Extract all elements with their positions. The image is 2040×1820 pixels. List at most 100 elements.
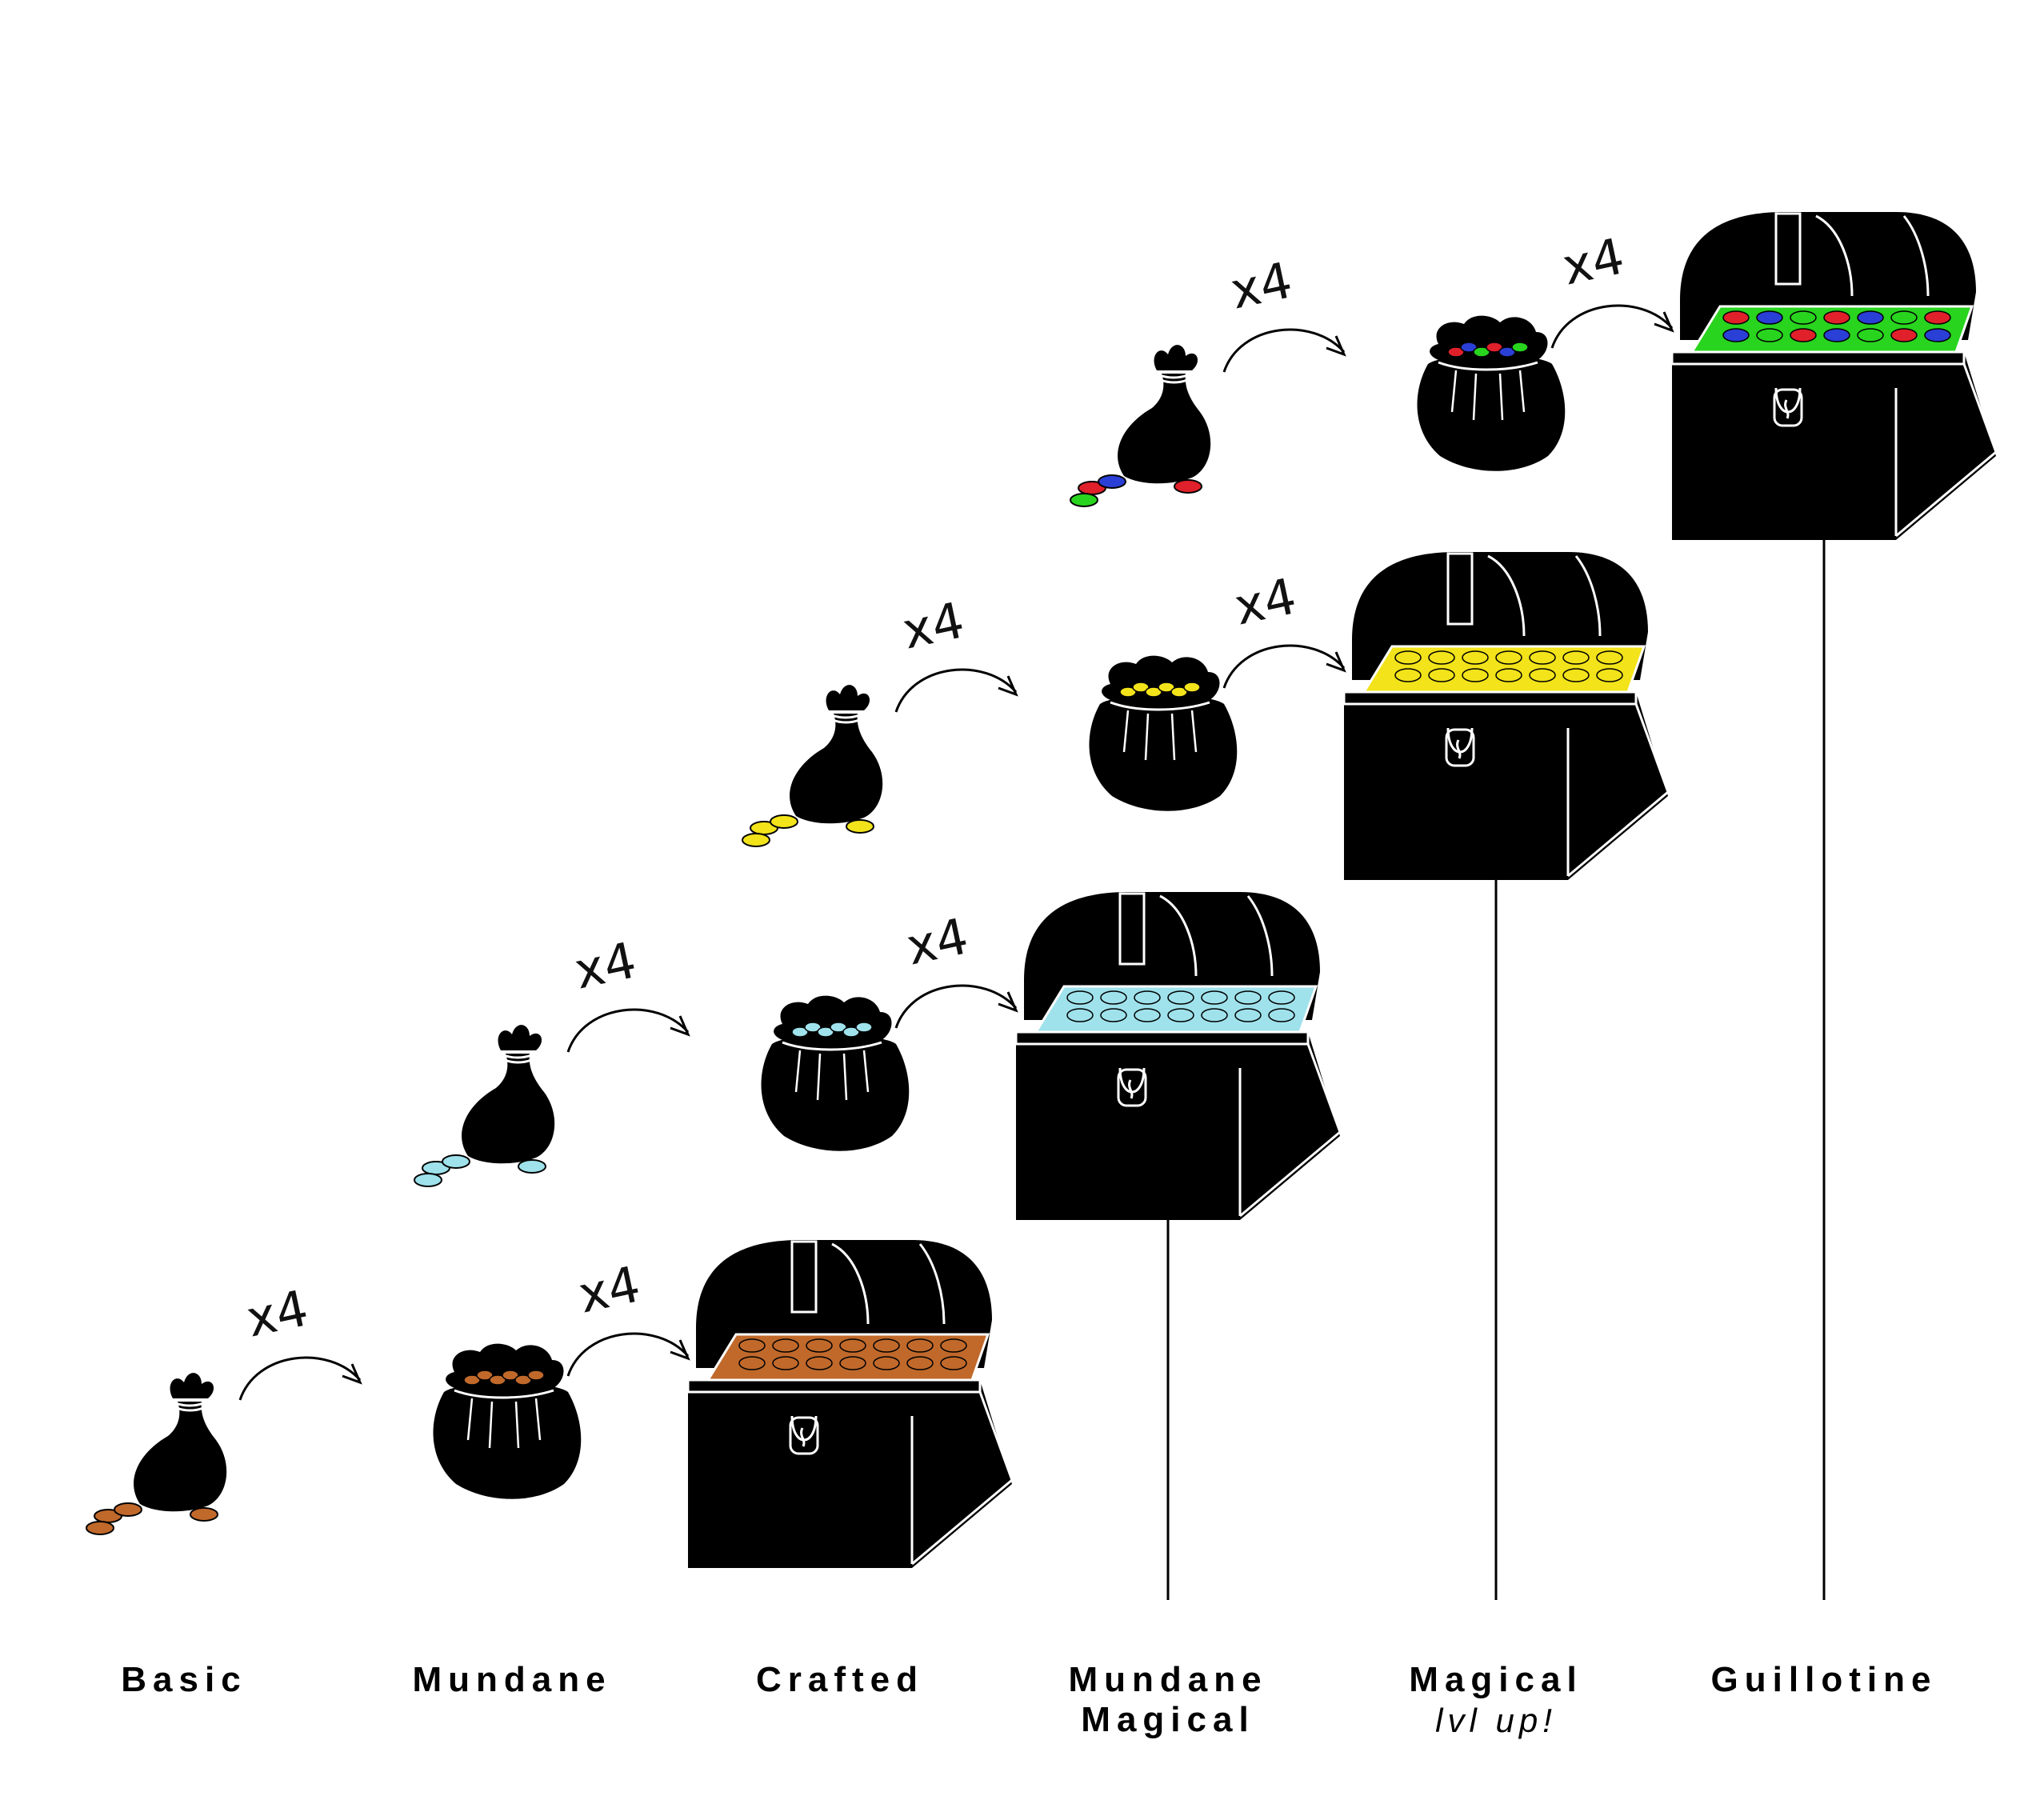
- coin: [1462, 669, 1488, 682]
- treasure-chest: [1016, 892, 1340, 1220]
- coin: [86, 1522, 114, 1534]
- tier-name: Magical: [1409, 1660, 1582, 1699]
- coin: [1824, 329, 1850, 342]
- coin: [846, 820, 874, 833]
- coin: [1235, 991, 1261, 1004]
- arrow-icon: [240, 1358, 360, 1400]
- coin: [1757, 329, 1782, 342]
- tier-label: Crafted: [708, 1660, 972, 1700]
- tier-label: Mundane: [380, 1660, 644, 1700]
- coin: [1202, 1009, 1227, 1022]
- coin: [1134, 991, 1160, 1004]
- coin: [1891, 311, 1917, 324]
- tier-label: Mundane Magical: [1036, 1660, 1300, 1740]
- arrow-icon: [896, 986, 1016, 1028]
- coin: [941, 1357, 966, 1370]
- coin: [1858, 329, 1883, 342]
- coin: [840, 1357, 866, 1370]
- coin: [1757, 311, 1782, 324]
- multiplier-label: x4: [1558, 226, 1630, 296]
- coin: [1168, 991, 1194, 1004]
- coin: [1395, 669, 1421, 682]
- coin: [874, 1339, 899, 1352]
- arrow-icon: [1224, 330, 1344, 372]
- tier-label: Basic: [52, 1660, 316, 1700]
- coin: [190, 1508, 218, 1521]
- coin: [773, 1339, 798, 1352]
- tier-name: Mundane Magical: [1068, 1660, 1267, 1739]
- coin-sack: [1089, 656, 1237, 811]
- coin-sack: [433, 1344, 581, 1499]
- coin: [1098, 475, 1126, 488]
- coin: [1202, 991, 1227, 1004]
- coin: [1530, 651, 1555, 664]
- coin: [1067, 1009, 1093, 1022]
- coin: [1790, 329, 1816, 342]
- treasure-chest: [1344, 552, 1668, 880]
- coin-pouch: [462, 1025, 554, 1163]
- coin-sack: [761, 996, 909, 1151]
- coin: [1168, 1009, 1194, 1022]
- multiplier-label: x4: [574, 1254, 646, 1324]
- coin: [739, 1357, 765, 1370]
- coin: [1101, 991, 1126, 1004]
- coin-pouch: [134, 1373, 226, 1511]
- coin: [114, 1503, 142, 1516]
- tier-label: Guillotine: [1692, 1660, 1956, 1700]
- coin: [840, 1339, 866, 1352]
- tier-row-1: x4 x4: [86, 1240, 1012, 1568]
- coin: [1790, 311, 1816, 324]
- multiplier-label: x4: [902, 906, 974, 976]
- coin: [1512, 342, 1528, 352]
- coin: [1429, 669, 1454, 682]
- arrow-icon: [1224, 646, 1344, 688]
- tier-row-3: x4 x4: [742, 552, 1668, 880]
- coin: [874, 1357, 899, 1370]
- coin: [1184, 682, 1200, 692]
- coin: [1269, 1009, 1294, 1022]
- coin: [1395, 651, 1421, 664]
- coin: [1925, 329, 1950, 342]
- coin: [442, 1155, 470, 1168]
- coin: [1067, 991, 1093, 1004]
- multiplier-label: x4: [1226, 250, 1298, 320]
- coin: [1462, 651, 1488, 664]
- coin: [1858, 311, 1883, 324]
- arrow-icon: [568, 1334, 688, 1376]
- coin: [1235, 1009, 1261, 1022]
- coin: [1723, 311, 1749, 324]
- diagram-art: x4 x4x4 x4x4 x4x4 x4: [86, 212, 1996, 1568]
- coin: [1925, 311, 1950, 324]
- coin: [1891, 329, 1917, 342]
- coin: [1496, 651, 1522, 664]
- coin: [1496, 669, 1522, 682]
- coin: [1530, 669, 1555, 682]
- coin-sack: [1417, 316, 1565, 471]
- tier-name: Basic: [121, 1660, 246, 1699]
- multiplier-label: x4: [242, 1278, 314, 1348]
- coin: [941, 1339, 966, 1352]
- tier-name: Mundane: [412, 1660, 611, 1699]
- coin: [856, 1022, 872, 1032]
- arrow-icon: [568, 1010, 688, 1052]
- coin: [528, 1370, 544, 1380]
- tier-row-2: x4 x4: [414, 892, 1340, 1220]
- coin: [1563, 669, 1589, 682]
- coin: [1597, 669, 1622, 682]
- coin: [1174, 480, 1202, 493]
- arrow-icon: [1552, 306, 1672, 348]
- coin: [742, 834, 770, 846]
- coin-pouch: [790, 685, 882, 823]
- coin: [770, 815, 798, 828]
- coin-pouch: [1118, 345, 1210, 483]
- coin: [907, 1339, 933, 1352]
- coin: [1563, 651, 1589, 664]
- treasure-chest: [688, 1240, 1012, 1568]
- multiplier-label: x4: [570, 930, 642, 1000]
- multiplier-label: x4: [898, 590, 970, 660]
- coin: [1824, 311, 1850, 324]
- tier-subtitle: lvl up!: [1364, 1702, 1628, 1740]
- coin: [1597, 651, 1622, 664]
- coin: [1429, 651, 1454, 664]
